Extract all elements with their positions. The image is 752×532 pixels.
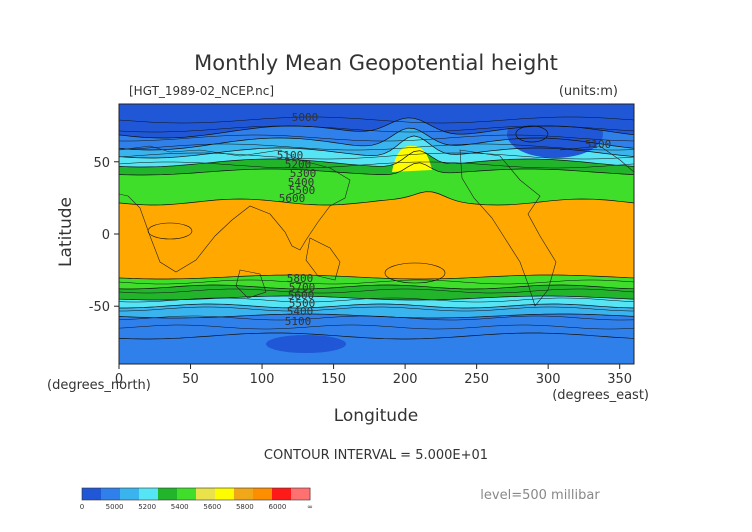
colorbar-segment — [177, 488, 197, 500]
contour-label-north-2: 5200 — [285, 158, 312, 171]
contour-south-fine-2 — [119, 297, 634, 303]
contour-south-fine-0 — [119, 279, 634, 285]
contour-4 — [119, 162, 634, 176]
colorbar-tick-label: 5000 — [106, 503, 124, 511]
colorbar-tick-label: 6000 — [269, 503, 287, 511]
x-axis: 0 50 100 150 200 250 300 350 — [115, 364, 632, 387]
colorbar-segment — [120, 488, 140, 500]
colorbar-tick-label: 5200 — [138, 503, 156, 511]
contour-label-south-4: 5400 — [287, 305, 314, 318]
chart-title: Monthly Mean Geopotential height — [194, 51, 558, 75]
ridge-tongue — [392, 145, 432, 172]
colorbar-segment — [291, 488, 311, 500]
contour-north-fine-0 — [119, 116, 634, 124]
coastlines — [119, 145, 634, 307]
file-label: [HGT_1989-02_NCEP.nc] — [129, 84, 274, 98]
x-tick-label: 350 — [607, 372, 632, 387]
contour-11 — [119, 332, 634, 340]
y-tick-label: -50 — [89, 300, 110, 315]
contour-label-north-4: 5400 — [288, 176, 315, 189]
north-band-0 — [119, 104, 634, 138]
x-unit-label: (degrees_east) — [552, 388, 649, 403]
contour-labels: 5000510052005300540055005600580057005600… — [277, 111, 612, 328]
colorbar-segment — [215, 488, 235, 500]
contour-label-south-1: 5700 — [289, 281, 316, 294]
contour-7 — [119, 284, 634, 290]
contour-north-fine-1 — [119, 125, 634, 133]
contour-label-south-5: 5100 — [285, 315, 312, 328]
x-tick-label: 300 — [536, 372, 561, 387]
x-tick-label: 250 — [464, 372, 489, 387]
contour-north-fine-2 — [119, 134, 634, 142]
contour-label-south-0: 5800 — [287, 272, 314, 285]
coastline-1 — [305, 237, 341, 281]
contour-south-fine-1 — [119, 288, 634, 294]
contour-label-east: 5100 — [585, 138, 612, 151]
colorbar-tick-label: ∞ — [307, 503, 313, 511]
contour-low-ring — [515, 125, 549, 143]
contour-label-north-3: 5300 — [290, 167, 317, 180]
level-note: level=500 millibar — [480, 488, 600, 503]
coastline-3 — [559, 145, 634, 173]
contour-label-north-6: 5600 — [279, 192, 306, 205]
contour-label-north-5: 5500 — [289, 184, 316, 197]
x-tick-label: 100 — [250, 372, 275, 387]
contour-5 — [119, 191, 634, 206]
colorbar-segment — [272, 488, 292, 500]
contour-6 — [119, 274, 634, 280]
contour-north-fine-5 — [119, 161, 634, 169]
contour-tropic-ring — [384, 262, 446, 284]
south-band-5 — [119, 333, 634, 364]
contour-8 — [119, 295, 634, 301]
colorbar-segment — [234, 488, 254, 500]
coastline-4 — [235, 269, 267, 299]
south-low — [266, 335, 346, 353]
units-label: (units:m) — [559, 84, 618, 99]
contour-label-north-1: 5100 — [277, 149, 304, 162]
colorbar-segment — [101, 488, 121, 500]
contour-3 — [119, 150, 634, 168]
colorbar-frame — [81, 487, 311, 501]
colorbar-tick-label: 5800 — [236, 503, 254, 511]
contour-2 — [119, 135, 634, 159]
colorbar-segment — [82, 488, 102, 500]
colorbar-segment — [253, 488, 273, 500]
x-tick-label: 0 — [115, 372, 123, 387]
coastline-2 — [459, 149, 557, 307]
contour-north-fine-3 — [119, 143, 634, 151]
contour-south-fine-4 — [119, 315, 634, 321]
y-axis-label: Latitude — [56, 197, 76, 267]
contour-label-south-3: 5500 — [289, 297, 316, 310]
y-tick-label: 50 — [93, 156, 110, 171]
colorbar-segment — [139, 488, 159, 500]
colorbar-tick-label: 5400 — [171, 503, 189, 511]
contour-lines — [119, 116, 634, 340]
y-tick-label: 0 — [102, 228, 110, 243]
contour-1 — [119, 127, 634, 151]
y-unit-label: (degrees_north) — [47, 378, 151, 393]
y-axis: 50 0 -50 — [89, 156, 119, 315]
colorbar-tick-label: 0 — [80, 503, 84, 511]
x-tick-label: 200 — [393, 372, 418, 387]
contour-south-fine-5 — [119, 324, 634, 330]
colorbar-segment — [196, 488, 216, 500]
contour-north-fine-4 — [119, 152, 634, 160]
contour-label-south-2: 5600 — [288, 289, 315, 302]
x-axis-label: Longitude — [334, 406, 419, 426]
contour-9 — [119, 303, 634, 309]
colorbar-tick-label: 5600 — [203, 503, 221, 511]
x-tick-label: 50 — [182, 372, 199, 387]
coastline-0 — [119, 145, 351, 273]
x-tick-label: 150 — [321, 372, 346, 387]
colorbar-segment — [158, 488, 178, 500]
colorbar: 0 5000 5200 5400 5600 5800 6000 ∞ — [80, 487, 313, 511]
contour-interval-note: CONTOUR INTERVAL = 5.000E+01 — [264, 448, 488, 463]
geopotential-field — [119, 104, 634, 364]
contour-label-north-0: 5000 — [292, 111, 319, 124]
contour-south-fine-3 — [119, 306, 634, 312]
